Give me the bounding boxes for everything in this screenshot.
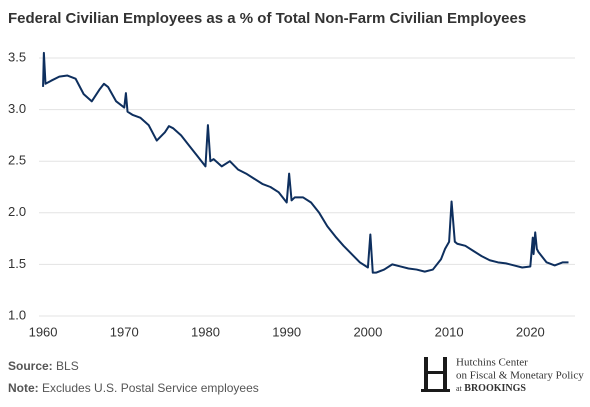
x-tick-label: 2020: [516, 324, 545, 339]
x-tick-label: 1990: [272, 324, 301, 339]
y-tick-label: 3.0: [8, 101, 26, 116]
note-text: Excludes U.S. Postal Service employees: [42, 381, 259, 395]
note-label: Note:: [8, 381, 39, 395]
chart-title: Federal Civilian Employees as a % of Tot…: [8, 10, 526, 27]
y-tick-label: 1.5: [8, 256, 26, 271]
x-tick-label: 1980: [191, 324, 220, 339]
logo-icon: [421, 357, 450, 392]
y-tick-label: 1.0: [8, 307, 26, 322]
logo-brookings: BROOKINGS: [464, 383, 526, 394]
logo-line2: on Fiscal & Monetary Policy: [456, 370, 584, 382]
logo-line1: Hutchins Center: [456, 357, 528, 369]
logo-org: at BROOKINGS: [456, 383, 526, 394]
y-tick-label: 3.5: [8, 49, 26, 64]
x-tick-label: 1970: [110, 324, 139, 339]
y-tick-label: 2.0: [8, 204, 26, 219]
logo-at: at: [456, 384, 463, 393]
note: Note: Excludes U.S. Postal Service emplo…: [8, 381, 259, 395]
source: Source: BLS: [8, 359, 79, 373]
x-tick-label: 1960: [29, 324, 58, 339]
x-tick-label: 2000: [353, 324, 382, 339]
source-label: Source:: [8, 359, 53, 373]
y-tick-label: 2.5: [8, 153, 26, 168]
x-tick-label: 2010: [435, 324, 464, 339]
source-text: BLS: [56, 359, 79, 373]
data-line: [42, 51, 569, 274]
